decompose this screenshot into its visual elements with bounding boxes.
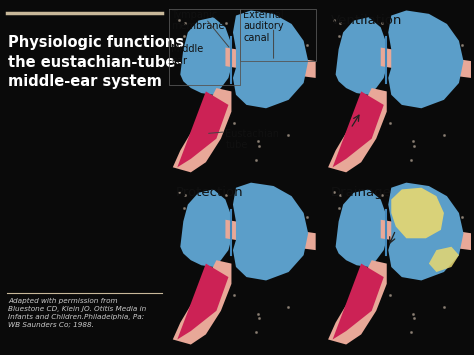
Text: Physiologic functions of
the eustachian-tube–
middle-ear system: Physiologic functions of the eustachian-…: [9, 36, 206, 89]
Text: External
auditory
canal: External auditory canal: [244, 10, 284, 43]
Polygon shape: [336, 189, 388, 267]
Polygon shape: [233, 182, 308, 280]
Text: Adapted with permission from
Bluestone CD, Klein JO. Otitis Media in
Infants and: Adapted with permission from Bluestone C…: [9, 298, 146, 328]
Polygon shape: [328, 88, 387, 172]
Polygon shape: [180, 17, 233, 95]
Polygon shape: [226, 220, 316, 250]
Polygon shape: [336, 17, 388, 95]
Polygon shape: [173, 88, 231, 172]
Polygon shape: [180, 189, 233, 267]
Polygon shape: [233, 10, 308, 108]
Text: Middle
ear: Middle ear: [171, 44, 203, 66]
Polygon shape: [388, 10, 464, 108]
Polygon shape: [391, 188, 444, 238]
Polygon shape: [429, 247, 459, 272]
Polygon shape: [381, 48, 471, 78]
Text: Ventilation: Ventilation: [331, 14, 402, 27]
Polygon shape: [381, 220, 471, 250]
Polygon shape: [177, 92, 228, 167]
Polygon shape: [226, 48, 316, 78]
Polygon shape: [333, 92, 384, 167]
Text: Eustachian
tube: Eustachian tube: [226, 129, 280, 150]
Polygon shape: [333, 263, 384, 339]
Text: Drainage: Drainage: [331, 186, 392, 199]
Text: Tympanic
membrane: Tympanic membrane: [171, 10, 225, 31]
Polygon shape: [328, 260, 387, 344]
Text: Protection: Protection: [176, 186, 244, 199]
Polygon shape: [177, 263, 228, 339]
Polygon shape: [388, 182, 464, 280]
Polygon shape: [173, 260, 231, 344]
